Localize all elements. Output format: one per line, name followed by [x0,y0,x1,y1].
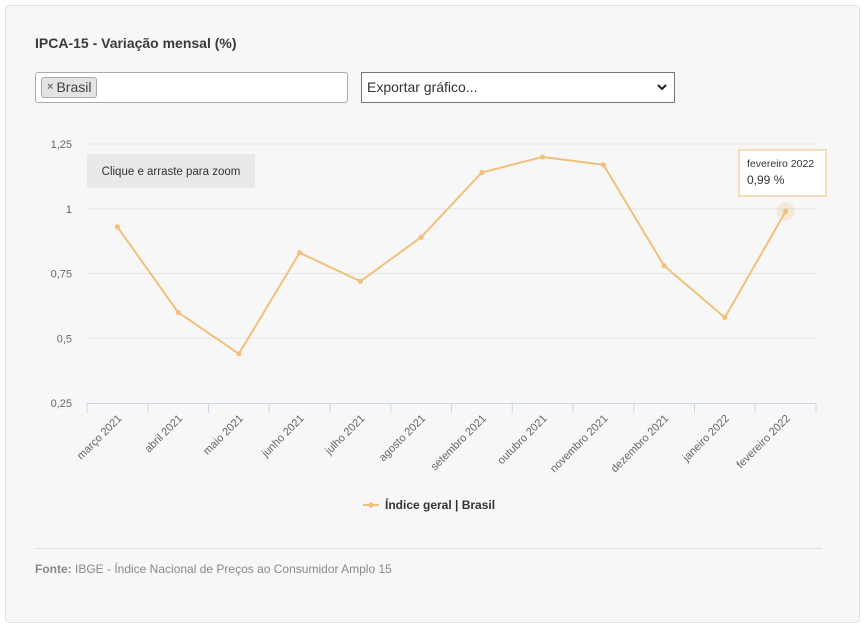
y-tick-label: 0,5 [57,333,72,345]
data-point[interactable] [722,314,728,321]
y-tick-label: 0,25 [51,398,72,410]
location-tag: × Brasil [41,77,98,98]
tooltip-value: 0,99 % [747,173,785,187]
x-tick-label: junho 2021 [259,413,307,461]
source-label: Fonte: [35,562,72,576]
chart-card [5,5,860,623]
zoom-hint: Clique e arraste para zoom [87,154,255,188]
x-tick-label: julho 2021 [322,413,367,458]
data-point[interactable] [783,208,789,214]
export-chart-select[interactable]: Exportar gráfico... [361,72,675,103]
tooltip: fevereiro 2022 0,99 % [738,149,827,197]
x-tick-label: agosto 2021 [377,413,428,464]
series-layer [114,154,795,357]
x-tick-label: maio 2021 [201,413,246,458]
data-point[interactable] [236,351,242,357]
legend-label: Índice geral | Brasil [385,497,495,512]
x-tick-label: dezembro 2021 [609,413,672,476]
data-point[interactable] [297,250,303,256]
data-point[interactable] [357,278,363,284]
x-tick-label: abril 2021 [143,413,186,456]
source-text: IBGE - Índice Nacional de Preços ao Cons… [71,562,392,576]
x-tick-label: setembro 2021 [429,413,489,473]
x-axis: março 2021 abril 2021 maio 2021 junho 2021 j… [75,403,817,476]
x-tick-label: fevereiro 2022 [735,413,793,471]
grid-lines [87,143,816,339]
export-chart-selected: Exportar gráfico... [367,79,478,95]
data-point[interactable] [479,169,485,176]
zoom-hint-text: Clique e arraste para zoom [102,166,241,178]
data-point[interactable] [175,309,181,315]
data-point[interactable] [600,162,606,168]
legend[interactable]: Índice geral | Brasil [363,497,495,512]
data-point[interactable] [418,234,424,240]
y-tick-label: 1 [66,204,72,216]
x-tick-label: março 2021 [75,413,125,463]
data-point[interactable] [661,263,667,269]
data-point[interactable] [114,224,120,230]
x-tick-label: novembro 2021 [548,413,611,476]
x-tick-label: outubro 2021 [495,413,549,467]
y-tick-label: 0,75 [51,269,72,281]
tooltip-category: fevereiro 2022 [747,158,814,170]
footer-divider [35,548,822,549]
chart-title: IPCA-15 - Variação mensal (%) [35,35,237,51]
y-tick-label: 1,25 [51,139,72,151]
location-tag-label: Brasil [56,79,92,95]
legend-marker [368,502,374,508]
x-tick-label: janeiro 2022 [680,413,732,465]
source-note: Fonte: IBGE - Índice Nacional de Preços … [35,562,392,576]
data-point[interactable] [540,154,546,160]
location-filter-input[interactable]: × Brasil [35,72,348,103]
y-axis-ticks: 0,25 0,5 0,75 1 1,25 [51,139,72,410]
chevron-down-icon [657,84,667,91]
series-line [116,155,787,355]
remove-tag-icon[interactable]: × [47,81,54,93]
